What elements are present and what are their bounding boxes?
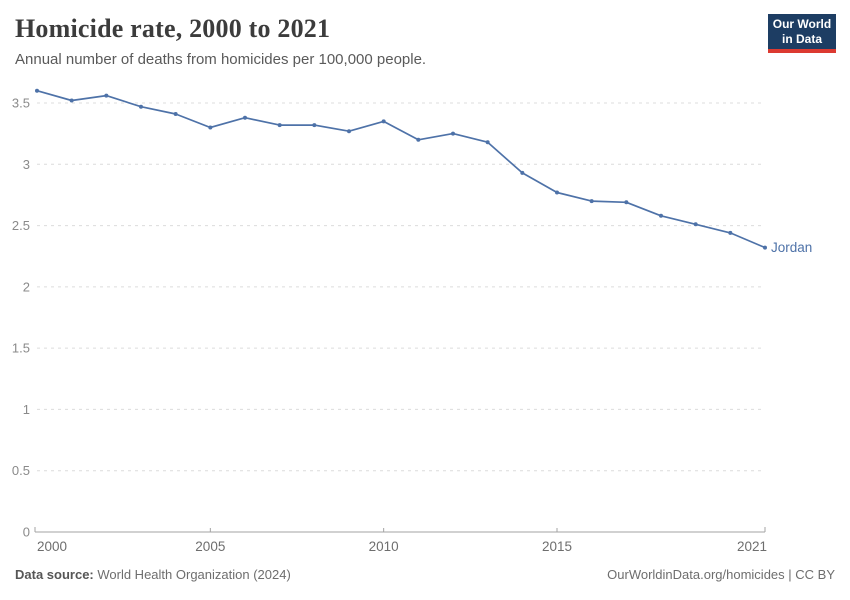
x-tick-label: 2015 (542, 539, 572, 554)
data-source-text: World Health Organization (2024) (93, 567, 291, 582)
y-tick-label: 3.5 (12, 96, 30, 111)
x-tick-label: 2010 (369, 539, 399, 554)
y-tick-label: 1.5 (12, 341, 30, 356)
chart-subtitle: Annual number of deaths from homicides p… (15, 51, 427, 68)
data-point[interactable] (69, 98, 74, 103)
data-point[interactable] (381, 119, 386, 124)
y-tick-label: 0.5 (12, 463, 30, 478)
y-tick-label: 2 (23, 279, 30, 294)
data-point[interactable] (451, 131, 455, 136)
data-point[interactable] (139, 104, 143, 109)
y-tick-label: 3 (23, 157, 30, 172)
data-point[interactable] (416, 137, 421, 142)
data-point[interactable] (485, 140, 490, 145)
chart-footer: Data source: World Health Organization (… (0, 567, 850, 582)
owid-logo-line1: Our World (772, 17, 832, 31)
data-point[interactable] (347, 129, 351, 134)
data-point[interactable] (520, 170, 525, 175)
data-point[interactable] (173, 112, 178, 116)
data-line-jordan[interactable] (36, 89, 766, 249)
data-point[interactable] (693, 222, 698, 227)
credit-link[interactable]: OurWorldinData.org/homicides | CC BY (607, 567, 835, 582)
data-point[interactable] (208, 125, 213, 130)
data-point[interactable] (312, 123, 317, 128)
x-tick-label: 2000 (37, 539, 67, 554)
data-point[interactable] (104, 93, 109, 98)
data-point[interactable] (589, 199, 594, 204)
data-source-label: Data source: (15, 567, 94, 582)
data-point[interactable] (35, 88, 39, 93)
data-point[interactable] (243, 115, 247, 120)
page-title: Homicide rate, 2000 to 2021 (15, 14, 331, 43)
data-point[interactable] (763, 245, 767, 250)
series-end-label[interactable]: Jordan (771, 240, 812, 255)
data-point[interactable] (659, 213, 663, 218)
data-point[interactable] (277, 123, 282, 128)
y-tick-label: 2.5 (12, 218, 30, 233)
data-point[interactable] (624, 200, 629, 205)
y-tick-label: 1 (23, 402, 30, 417)
data-point[interactable] (728, 230, 733, 235)
owid-logo[interactable]: Our World in Data (768, 14, 836, 53)
data-source-note: Data source: World Health Organization (… (15, 567, 291, 582)
owid-logo-line2: in Data (781, 32, 822, 46)
y-tick-label: 0 (23, 525, 30, 540)
x-tick-label: 2005 (195, 539, 225, 554)
data-point[interactable] (555, 190, 559, 195)
x-tick-label: 2021 (737, 539, 767, 554)
